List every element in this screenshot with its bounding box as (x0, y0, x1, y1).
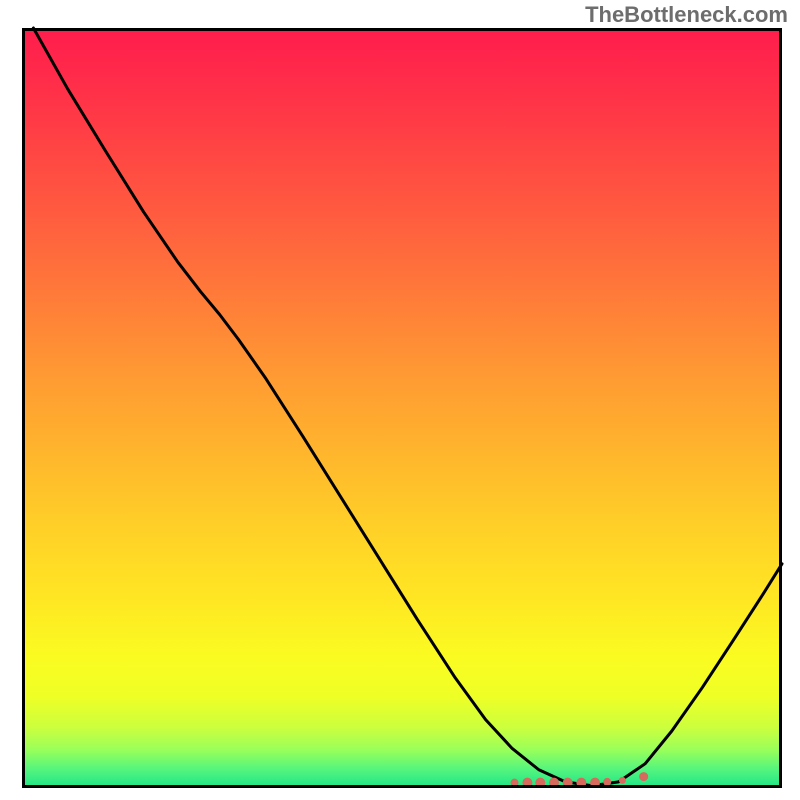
watermark-text: TheBottleneck.com (585, 2, 788, 28)
chart-container: TheBottleneck.com (0, 0, 800, 800)
plot-area (22, 28, 782, 788)
